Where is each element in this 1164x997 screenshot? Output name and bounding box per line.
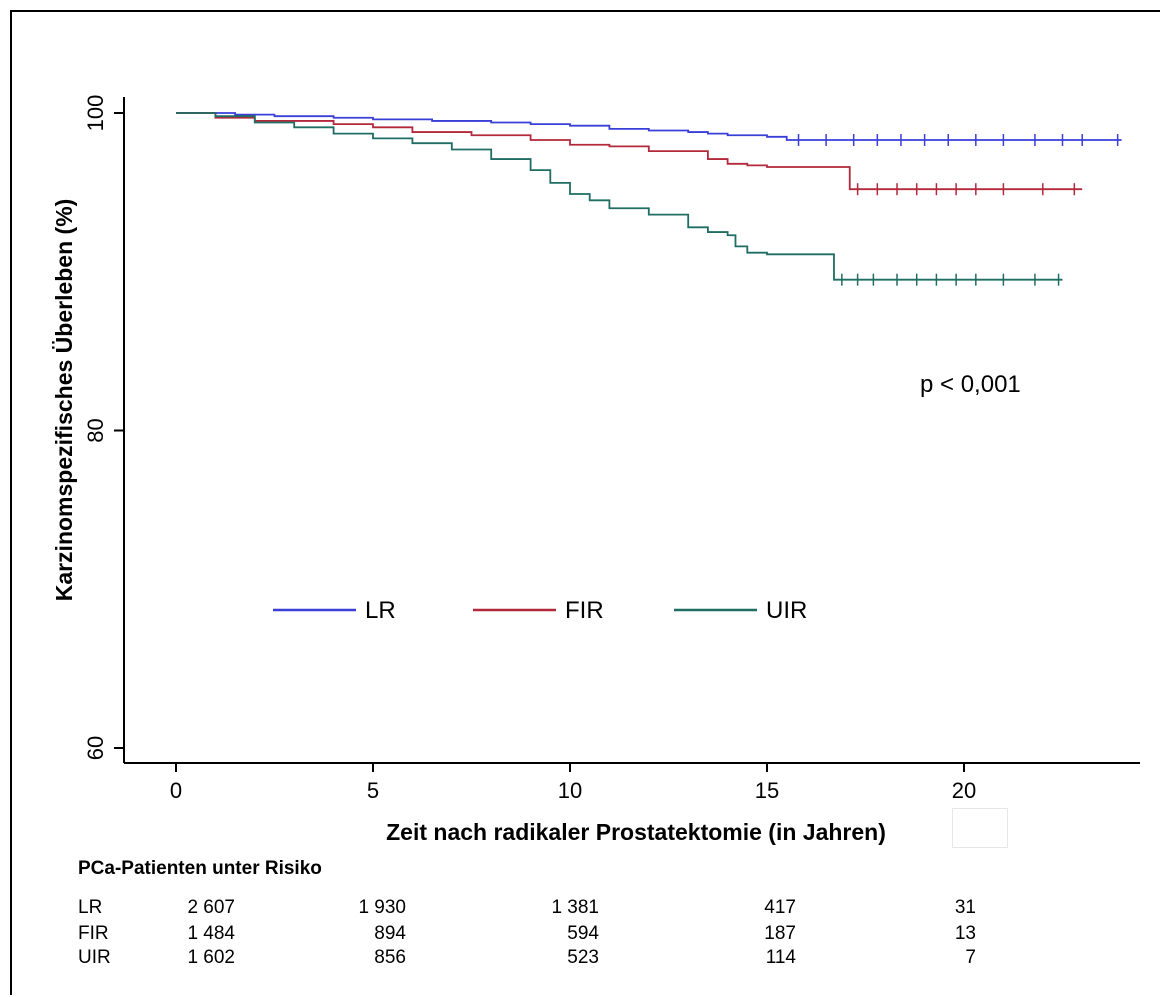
x-tick-label-0: 0 bbox=[170, 778, 182, 803]
legend-label-uir: UIR bbox=[766, 597, 807, 624]
x-tick-label-15: 15 bbox=[755, 778, 779, 803]
axes: 0 5 10 15 20 60 80 100 bbox=[83, 95, 1140, 803]
y-axis-title: Karzinomspezifisches Überleben (%) bbox=[51, 199, 77, 602]
y-tick-label-80: 80 bbox=[83, 418, 108, 442]
y-tick-label-60: 60 bbox=[83, 736, 108, 760]
x-axis-title: Zeit nach radikaler Prostatektomie (in J… bbox=[386, 819, 886, 845]
p-value-annotation: p < 0,001 bbox=[920, 371, 1021, 398]
x-tick-label-5: 5 bbox=[367, 778, 379, 803]
y-tick-label-100: 100 bbox=[83, 95, 108, 132]
figure-frame bbox=[10, 10, 1160, 995]
series-line-fir bbox=[176, 112, 1083, 191]
x-tick-label-10: 10 bbox=[558, 778, 582, 803]
legend: LR FIR UIR bbox=[273, 597, 807, 624]
blank-box bbox=[952, 808, 1008, 848]
legend-label-lr: LR bbox=[365, 597, 396, 624]
series-layer bbox=[176, 112, 1122, 286]
x-tick-label-20: 20 bbox=[952, 778, 976, 803]
series-line-uir bbox=[176, 112, 1063, 281]
series-line-lr bbox=[176, 112, 1122, 141]
legend-label-fir: FIR bbox=[565, 597, 604, 624]
